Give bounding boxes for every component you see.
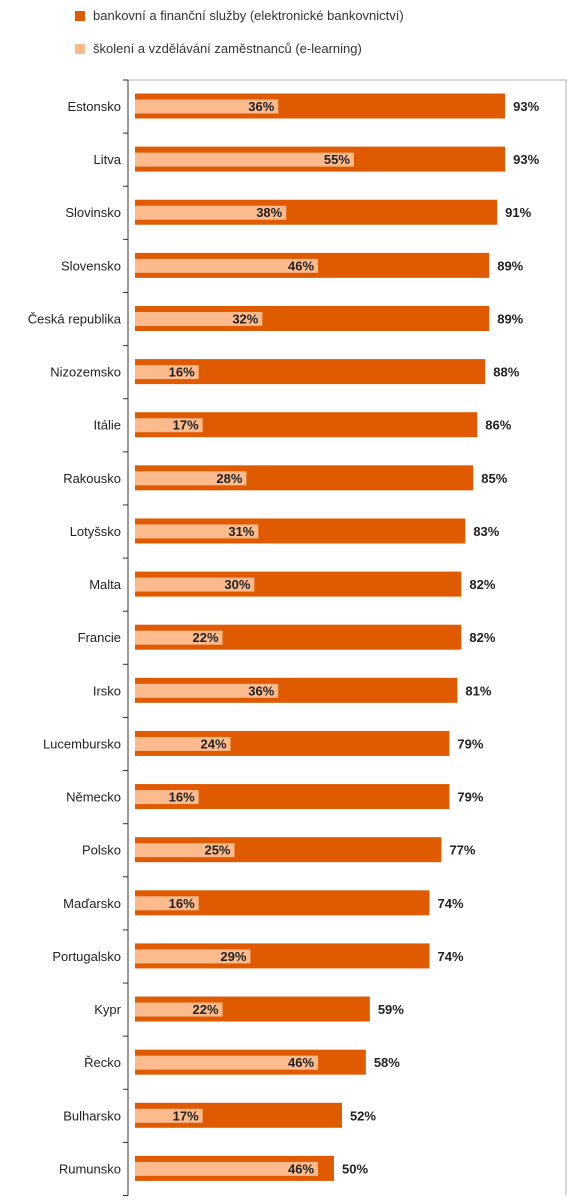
legend-label-elearning: školení a vzdělávání zaměstnanců (e-lear… [93,41,362,56]
bar-elearning [135,1161,319,1176]
category-label: Řecko [84,1055,121,1070]
data-label-elearning: 46% [288,1161,314,1176]
data-label-elearning: 16% [169,790,195,805]
bar-elearning [135,99,279,114]
data-label-banking: 93% [513,99,539,114]
bar-elearning [135,152,354,167]
category-label: Portugalsko [52,949,121,964]
data-label-banking: 89% [497,311,523,326]
category-label: Nizozemsko [50,365,121,380]
category-label: Slovinsko [65,205,121,220]
category-label: Litva [94,152,122,167]
data-label-banking: 50% [342,1161,368,1176]
data-label-elearning: 55% [324,152,350,167]
bar-elearning [135,630,223,645]
category-label: Lucembursko [43,736,121,751]
category-label: Irsko [93,683,121,698]
data-label-banking: 88% [493,365,519,380]
bar-elearning [135,311,263,326]
bar-elearning [135,258,319,273]
category-label: Německo [66,790,121,805]
bar-elearning [135,1108,203,1123]
data-label-elearning: 31% [228,524,254,539]
data-label-elearning: 17% [173,1108,199,1123]
bar-elearning [135,843,235,858]
data-label-elearning: 22% [193,1002,219,1017]
data-label-banking: 91% [505,205,531,220]
category-label: Malta [89,577,122,592]
data-label-elearning: 38% [256,205,282,220]
data-label-elearning: 24% [200,736,226,751]
category-label: Polsko [82,843,121,858]
data-label-banking: 52% [350,1108,376,1123]
data-label-banking: 58% [374,1055,400,1070]
category-label: Itálie [94,418,121,433]
data-label-banking: 74% [438,949,464,964]
legend-item-elearning: školení a vzdělávání zaměstnanců (e-lear… [75,41,362,56]
data-label-banking: 79% [457,736,483,751]
data-label-banking: 89% [497,258,523,273]
data-label-banking: 81% [465,683,491,698]
data-label-banking: 77% [449,843,475,858]
data-label-banking: 74% [438,896,464,911]
category-label: Slovensko [61,258,121,273]
bar-elearning [135,1055,319,1070]
bar-elearning [135,577,255,592]
data-label-banking: 82% [469,630,495,645]
data-label-elearning: 17% [173,418,199,433]
data-label-elearning: 46% [288,1055,314,1070]
data-label-elearning: 29% [220,949,246,964]
bar-elearning [135,365,199,380]
data-label-elearning: 16% [169,365,195,380]
bar-elearning [135,683,279,698]
legend-item-banking: bankovní a finanční služby (elektronické… [75,8,404,23]
bar-elearning [135,896,199,911]
data-label-banking: 85% [481,471,507,486]
data-label-elearning: 28% [216,471,242,486]
category-label: Francie [78,630,121,645]
bar-elearning [135,790,199,805]
data-label-banking: 82% [469,577,495,592]
category-label: Lotyšsko [70,524,121,539]
legend-swatch-elearning [75,43,85,54]
category-label: Maďarsko [63,896,121,911]
data-label-elearning: 25% [204,843,230,858]
data-label-elearning: 30% [224,577,250,592]
data-label-banking: 93% [513,152,539,167]
data-label-banking: 59% [378,1002,404,1017]
data-label-banking: 79% [457,790,483,805]
bar-elearning [135,418,203,433]
category-label: Kypr [94,1002,121,1017]
bar-elearning [135,471,247,486]
data-label-banking: 83% [473,524,499,539]
category-label: Rakousko [63,471,121,486]
data-label-banking: 86% [485,418,511,433]
bar-elearning [135,949,251,964]
data-label-elearning: 32% [232,311,258,326]
data-label-elearning: 22% [193,630,219,645]
data-label-elearning: 46% [288,258,314,273]
category-label: Estonsko [68,99,121,114]
legend-label-banking: bankovní a finanční služby (elektronické… [93,8,404,23]
category-label: Rumunsko [59,1161,121,1176]
legend-swatch-banking [75,10,85,21]
bar-elearning [135,1002,223,1017]
bar-elearning [135,736,231,751]
category-label: Česká republika [28,311,122,326]
data-label-elearning: 16% [169,896,195,911]
bar-elearning [135,524,259,539]
category-label: Bulharsko [63,1108,121,1123]
bar-elearning [135,205,287,220]
data-label-elearning: 36% [248,99,274,114]
data-label-elearning: 36% [248,683,274,698]
